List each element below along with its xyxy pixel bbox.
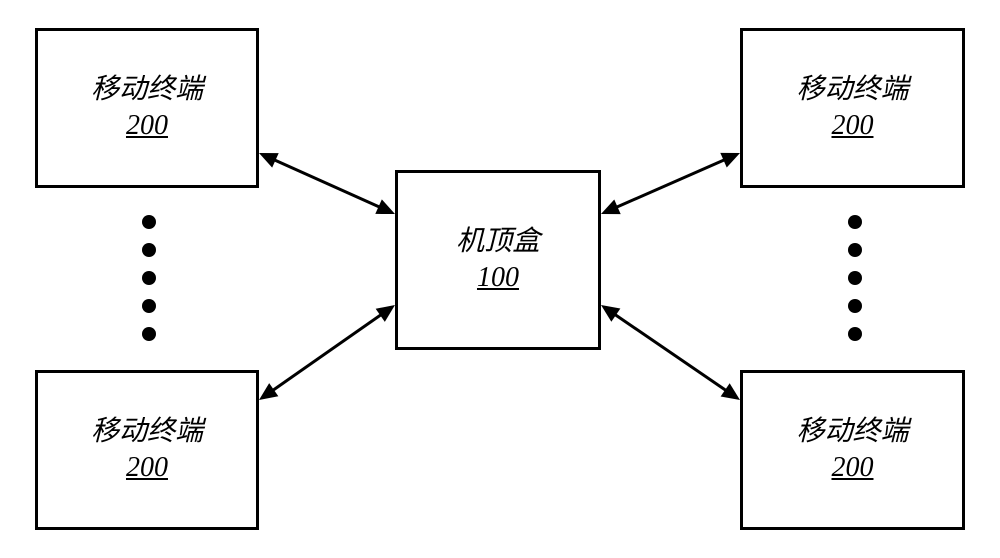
edge-arrowhead [375,199,395,214]
edge-arrowhead [376,305,395,322]
diagram-canvas: 机顶盒 100 移动终端 200 移动终端 200 移动终端 200 移动终端 … [0,0,1000,558]
ellipsis-dots-right [848,215,862,341]
node-center-label: 机顶盒 100 [456,224,540,297]
ellipsis-dot [142,243,156,257]
ellipsis-dot [142,327,156,341]
node-mobile-terminal-top-right: 移动终端 200 [740,28,965,188]
edge-arrowhead [259,383,278,400]
node-br-label: 移动终端 200 [796,414,908,487]
node-bl-number: 200 [126,452,168,483]
ellipsis-dots-left [142,215,156,341]
edge-line [614,314,726,391]
edge-arrowhead [720,153,740,168]
edge-line [616,160,725,208]
edge-arrowhead [259,153,279,168]
node-tr-label: 移动终端 200 [796,72,908,145]
node-bl-title: 移动终端 [91,416,203,447]
node-center-number: 100 [477,262,519,293]
node-br-number: 200 [831,452,873,483]
ellipsis-dot [142,215,156,229]
ellipsis-dot [848,299,862,313]
node-bl-label: 移动终端 200 [91,414,203,487]
node-tl-number: 200 [126,110,168,141]
ellipsis-dot [848,215,862,229]
edge-arrowhead [721,383,740,400]
node-mobile-terminal-top-left: 移动终端 200 [35,28,259,188]
edge-line [274,160,380,208]
edge-arrowhead [601,199,621,214]
node-mobile-terminal-bottom-right: 移动终端 200 [740,370,965,530]
node-mobile-terminal-bottom-left: 移动终端 200 [35,370,259,530]
ellipsis-dot [848,243,862,257]
ellipsis-dot [142,299,156,313]
ellipsis-dot [142,271,156,285]
ellipsis-dot [848,327,862,341]
node-tr-number: 200 [831,110,873,141]
node-tl-title: 移动终端 [91,74,203,105]
edge-arrowhead [601,305,620,322]
node-tl-label: 移动终端 200 [91,72,203,145]
ellipsis-dot [848,271,862,285]
node-center-title: 机顶盒 [456,226,540,257]
node-center-settopbox: 机顶盒 100 [395,170,601,350]
node-tr-title: 移动终端 [796,74,908,105]
node-br-title: 移动终端 [796,416,908,447]
edge-line [272,314,381,390]
